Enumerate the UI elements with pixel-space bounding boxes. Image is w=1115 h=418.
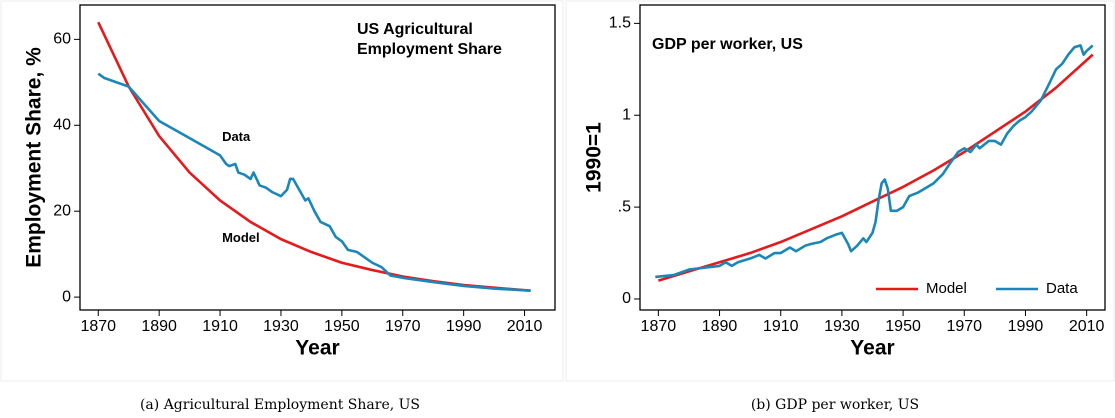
data-line — [97, 72, 531, 292]
x-tick-label: 1950 — [324, 318, 360, 335]
y-axis-label: Employment Share, % — [23, 47, 46, 268]
chart-title: Employment Share — [357, 41, 502, 58]
chart-title: US Agricultural — [357, 21, 473, 38]
chart-title: GDP per worker, US — [652, 36, 803, 53]
series-label: Model — [222, 230, 260, 245]
x-tick-label: 1890 — [702, 318, 738, 335]
x-tick-label: 1890 — [141, 318, 177, 335]
x-tick-label: 2010 — [1069, 318, 1105, 335]
panel-frame — [565, 0, 1115, 382]
x-tick-label: 1930 — [824, 318, 860, 335]
y-axis-label: 1990=1 — [583, 122, 606, 193]
x-axis-label: Year — [850, 337, 894, 360]
x-tick-label: 1990 — [446, 318, 482, 335]
data-line — [655, 44, 1094, 279]
data-line — [657, 53, 1094, 282]
y-tick-label: 0 — [622, 290, 631, 307]
legend-label: Model — [926, 280, 967, 297]
plot-area — [639, 4, 1106, 311]
x-axis-label: Year — [295, 337, 339, 360]
x-tick-label: 1990 — [1008, 318, 1044, 335]
x-tick-label: 2010 — [507, 318, 543, 335]
x-tick-label: 1870 — [641, 318, 677, 335]
y-tick-label: 20 — [53, 202, 71, 219]
y-tick-label: .5 — [618, 198, 631, 215]
panel-frame — [0, 0, 564, 382]
x-tick-label: 1970 — [385, 318, 421, 335]
x-tick-label: 1870 — [80, 318, 116, 335]
y-tick-label: 0 — [62, 288, 71, 305]
plot-area — [79, 4, 556, 311]
x-tick-label: 1950 — [885, 318, 921, 335]
series-label: Data — [222, 129, 251, 144]
x-tick-label: 1930 — [263, 318, 299, 335]
y-tick-label: 1.5 — [609, 15, 631, 32]
y-tick-label: 60 — [53, 31, 71, 48]
x-tick-label: 1970 — [946, 318, 982, 335]
y-tick-label: 40 — [53, 117, 71, 134]
legend-label: Data — [1046, 280, 1078, 297]
caption: (b) GDP per worker, US — [751, 397, 919, 413]
x-tick-label: 1910 — [763, 318, 799, 335]
y-tick-label: 1 — [622, 106, 631, 123]
x-tick-label: 1910 — [202, 318, 238, 335]
caption: (a) Agricultural Employment Share, US — [140, 397, 420, 413]
